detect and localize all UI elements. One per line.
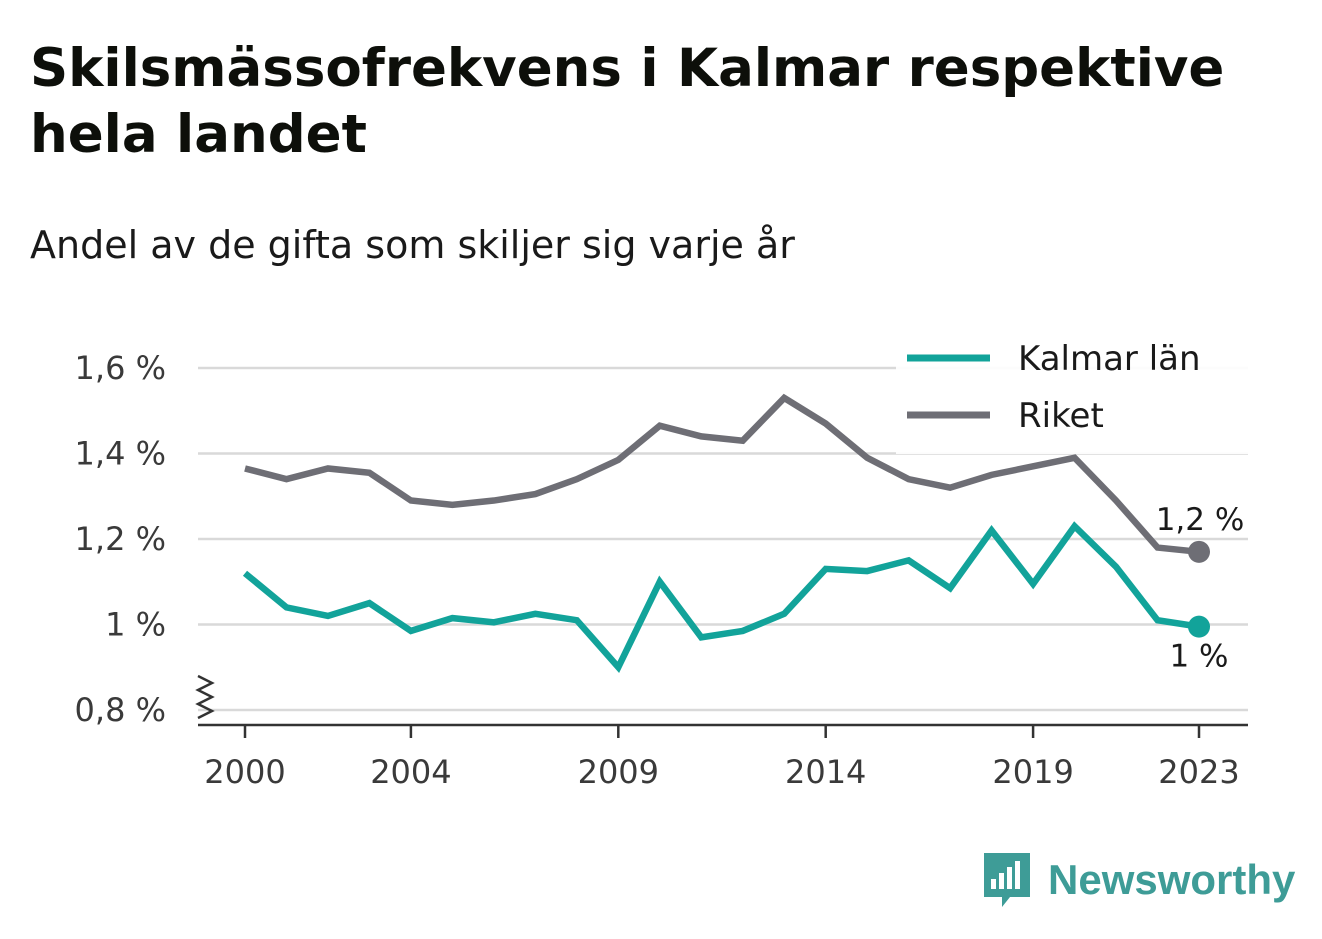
y-tick-label: 1,4 %	[75, 435, 166, 473]
end-label-halo: 1,2 %	[1156, 502, 1245, 538]
legend-label-riket: Riket	[1018, 396, 1104, 436]
series-lines	[242, 393, 1210, 674]
series-line-kalmar	[242, 521, 1200, 674]
y-tick-label: 1,2 %	[75, 520, 166, 558]
x-axis	[195, 674, 1248, 727]
x-tick-label: 2000	[204, 753, 285, 791]
x-axis-ticks: 2000 2004 2009 2014 2019 2023	[204, 725, 1240, 791]
x-tick-label: 2019	[992, 753, 1073, 791]
y-tick-label: 1,6 %	[75, 349, 166, 387]
x-tick-label: 2004	[370, 753, 451, 791]
y-tick-label: 1 %	[105, 606, 166, 644]
axis-break-icon	[195, 674, 215, 720]
x-tick-label: 2014	[785, 753, 866, 791]
chart-subtitle: Andel av de gifta som skiljer sig varje …	[30, 223, 795, 267]
series-line-riket	[244, 393, 1200, 556]
series-end-point-kalmar	[1188, 615, 1210, 638]
x-tick-label: 2009	[578, 753, 659, 791]
end-label-kalmar: 1 %	[1169, 639, 1228, 675]
end-label-riket: 1,2 %	[1156, 502, 1245, 538]
y-tick-label: 0,8 %	[75, 691, 166, 729]
x-tick-label: 2023	[1158, 753, 1239, 791]
chart-title: Skilsmässofrekvens i Kalmar respektive h…	[30, 38, 1225, 165]
end-labels: 1 %1 %1,2 %1,2 %	[1152, 498, 1248, 678]
newsworthy-logo: Newsworthy	[980, 848, 1295, 912]
series-end-point-riket	[1188, 540, 1210, 563]
legend-label-kalmar: Kalmar län	[1018, 339, 1201, 379]
newsworthy-logo-icon	[984, 853, 1030, 907]
end-label-halo: 1 %	[1169, 639, 1228, 675]
legend: Kalmar län Riket	[896, 336, 1248, 454]
brand-name: Newsworthy	[1048, 856, 1296, 903]
y-axis-ticks: 0,8 % 1 % 1,2 % 1,4 % 1,6 %	[75, 349, 166, 729]
